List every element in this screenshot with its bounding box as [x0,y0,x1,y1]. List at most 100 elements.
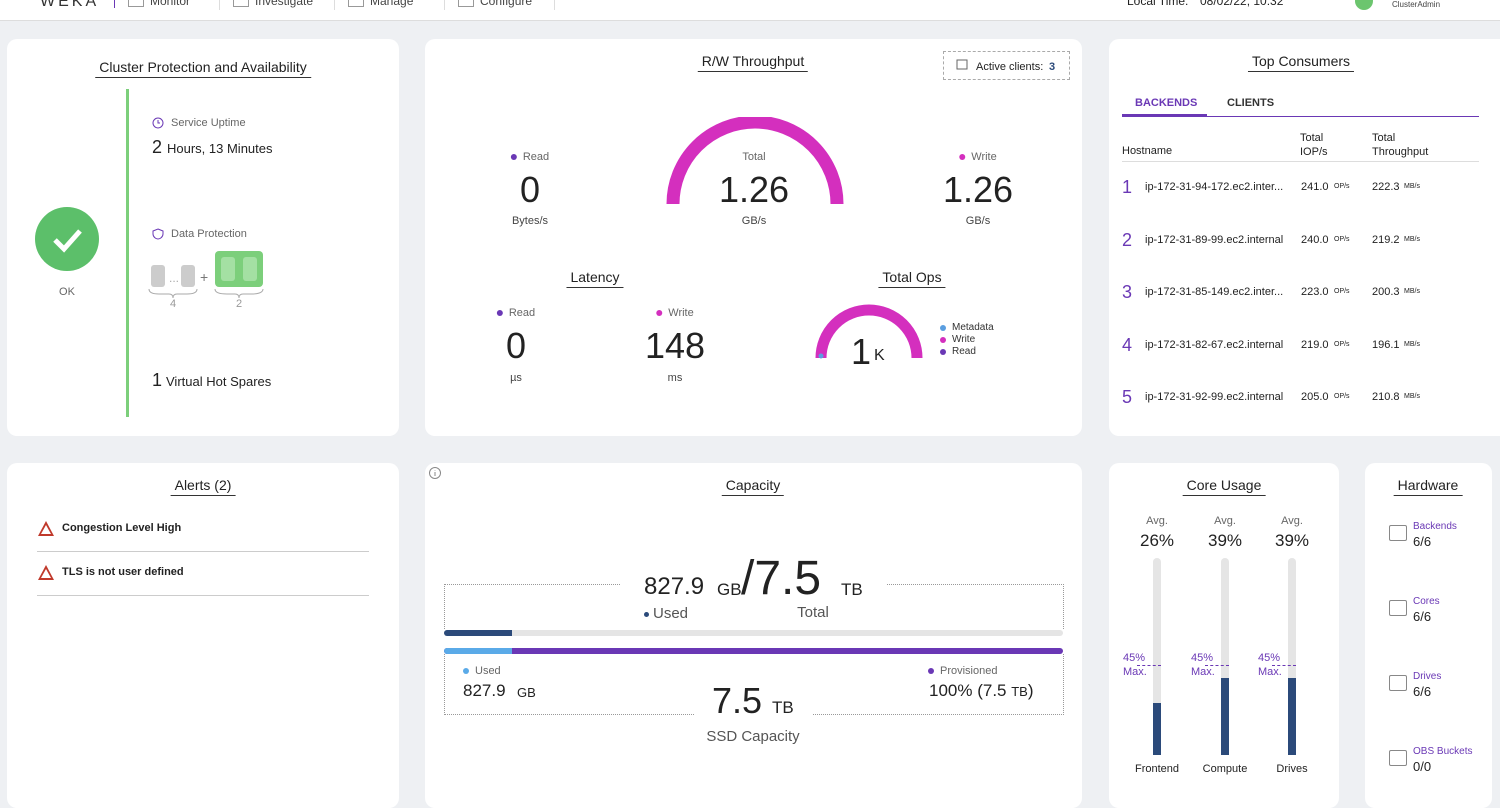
avatar[interactable] [1355,0,1373,10]
alert-text[interactable]: Congestion Level High [62,522,182,534]
tab-active[interactable]: BACKENDS [1135,97,1198,109]
provisioned-bar [444,648,1063,654]
column-header[interactable]: Total Throughput [1372,132,1429,158]
card-title: Top Consumers [1247,53,1355,72]
nav-item[interactable]: Monitor [150,0,191,8]
shield-icon [152,228,164,240]
rank: 4 [1122,334,1133,355]
legend-dot [940,337,946,343]
uptime-number: 2 [152,137,163,157]
hw-value: 6/6 [1413,534,1432,549]
parity-drives: 2 [235,298,243,310]
legend-dot [940,325,946,331]
nav-icon [233,0,249,7]
mask [695,698,813,728]
hw-value: 6/6 [1413,684,1432,699]
hostname[interactable]: ip-172-31-89-99.ec2.internal [1145,233,1284,246]
hostname[interactable]: ip-172-31-85-149.ec2.inter... [1145,286,1284,298]
uptime-unit: Hours, 13 Minutes [167,141,273,156]
read-value: 0 [519,169,541,210]
throughput-unit: MB/s [1404,340,1420,348]
hw-icon [1389,525,1407,541]
hw-label[interactable]: Cores [1413,596,1440,607]
nav-item[interactable]: Configure [480,0,533,8]
alert-line [37,551,369,552]
provisioned-value: 100% (7.5 [929,681,1007,700]
active-clients: 3 [1049,61,1056,73]
legend-used-value: 827.9 [463,681,506,700]
hw-value: 6/6 [1413,609,1432,624]
nav-item[interactable]: Investigate [255,0,314,8]
hostname[interactable]: ip-172-31-94-172.ec2.inter... [1145,181,1284,193]
mask [621,559,886,609]
legend-dot [959,154,966,161]
card-title: Capacity [721,477,785,496]
avg-value: 39% [1274,531,1310,550]
info-icon[interactable] [428,466,442,480]
throughput-unit: MB/s [1404,183,1420,190]
legend-label: Metadata [952,322,994,333]
card-title: R/W Throughput [697,53,809,72]
provisioned-unit: TB [1011,684,1028,699]
nav-divider [554,0,555,10]
hw-label[interactable]: OBS Buckets [1413,746,1473,757]
avg-label: Avg. [1214,515,1236,527]
max-label: Max. [1123,666,1147,678]
legend-dot [510,154,517,161]
bar-fill [1221,678,1229,755]
column-header[interactable]: Total IOP/s [1300,132,1328,158]
nav-icon [348,0,364,7]
legend-dot [463,668,469,675]
alert-line [37,595,369,596]
iops: 205.0 [1301,391,1329,403]
nav-item[interactable]: Manage [370,0,414,8]
latency-write-unit: ms [667,372,683,384]
iops-unit: OP/s [1334,340,1350,348]
local-time-label: Local Time: [1127,0,1189,8]
nav-divider [219,0,220,10]
throughput: 210.8 [1372,391,1400,403]
throughput-unit: MB/s [1404,393,1420,400]
rank: 1 [1122,177,1133,197]
hw-label[interactable]: Backends [1413,521,1457,532]
header-line [1122,161,1479,162]
top-consumers-card: Top Consumers BACKENDS CLIENTS Hostname … [1109,39,1500,436]
alert-icon-inner [41,525,51,534]
iops: 241.0 [1301,181,1329,193]
status-line [126,89,129,417]
legend-used-label: Used [475,665,501,677]
hw-value: 0/0 [1413,759,1432,774]
tab[interactable]: CLIENTS [1227,97,1275,109]
alert-text[interactable]: TLS is not user defined [62,566,184,578]
section-title: Total Ops [878,269,946,288]
iops-unit: OP/s [1334,183,1350,190]
tab-line [1122,116,1479,117]
alert-icon-inner [41,569,51,578]
legend-dot [644,611,649,617]
user-name[interactable]: ClusterAdmin [1392,0,1441,9]
bar-fill [1288,678,1296,755]
legend-dot [940,349,946,355]
throughput-card: R/W Throughput Active clients: 3 Read 0 … [425,39,1082,436]
provisioned-label: Provisioned [940,665,998,677]
hostname[interactable]: ip-172-31-92-99.ec2.internal [1145,391,1284,403]
logo[interactable]: WEKA [40,0,100,10]
local-time: 08/02/22, 10:32 [1200,0,1284,8]
latency-read-unit: µs [510,372,522,384]
active-clients-box[interactable] [943,51,1070,80]
nav-icon [128,0,144,7]
max-value: 45% [1191,652,1214,664]
avg-value: 39% [1207,531,1243,550]
nav-icon [458,0,474,7]
hostname[interactable]: ip-172-31-82-67.ec2.internal [1145,338,1284,351]
hw-label[interactable]: Drives [1413,671,1442,682]
total-label: Total [742,151,766,163]
hot-spares-number: 1 [152,370,163,390]
used-unit: GB [717,580,742,599]
total-label: Total [797,604,829,621]
core-name: Compute [1202,763,1248,775]
legend-label: Write [952,334,976,345]
max-value: 45% [1123,652,1146,664]
hot-spares-label: Virtual Hot Spares [166,374,272,389]
